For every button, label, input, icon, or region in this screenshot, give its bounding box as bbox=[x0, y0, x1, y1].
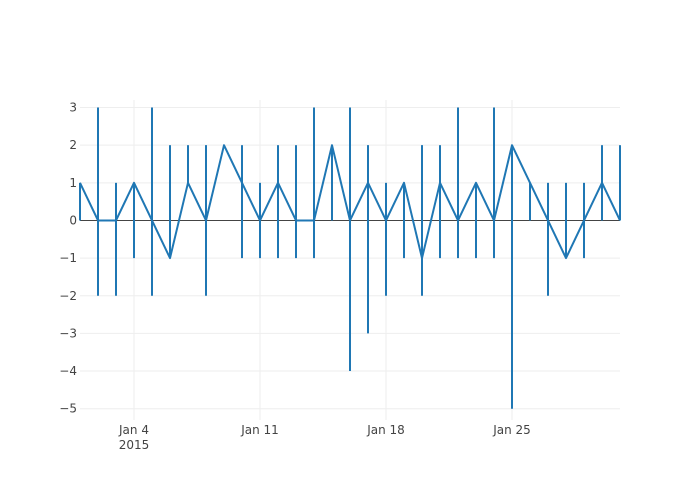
y-tick-label: −3 bbox=[59, 326, 77, 340]
series-line-layer bbox=[79, 144, 621, 260]
series-line bbox=[79, 144, 621, 260]
y-tick-label: 0 bbox=[69, 213, 77, 227]
y-tick-label: 3 bbox=[69, 101, 77, 115]
y-tick-label: −1 bbox=[59, 251, 77, 265]
y-tick-label: 2 bbox=[69, 138, 77, 152]
y-tick-label: 1 bbox=[69, 176, 77, 190]
x-tick-label: Jan 25 bbox=[492, 423, 531, 437]
y-axis-tick-labels: 3 2 1 0 −1 −2 −3 −4 −5 bbox=[59, 101, 77, 416]
x-tick-label: Jan 4 bbox=[118, 423, 149, 437]
y-tick-label: −2 bbox=[59, 289, 77, 303]
y-tick-label: −4 bbox=[59, 364, 77, 378]
x-tick-label: Jan 11 bbox=[240, 423, 279, 437]
x-tick-sublabel: 2015 bbox=[119, 438, 150, 452]
x-tick-label: Jan 18 bbox=[366, 423, 405, 437]
error-bars bbox=[79, 107, 621, 409]
y-tick-label: −5 bbox=[59, 402, 77, 416]
